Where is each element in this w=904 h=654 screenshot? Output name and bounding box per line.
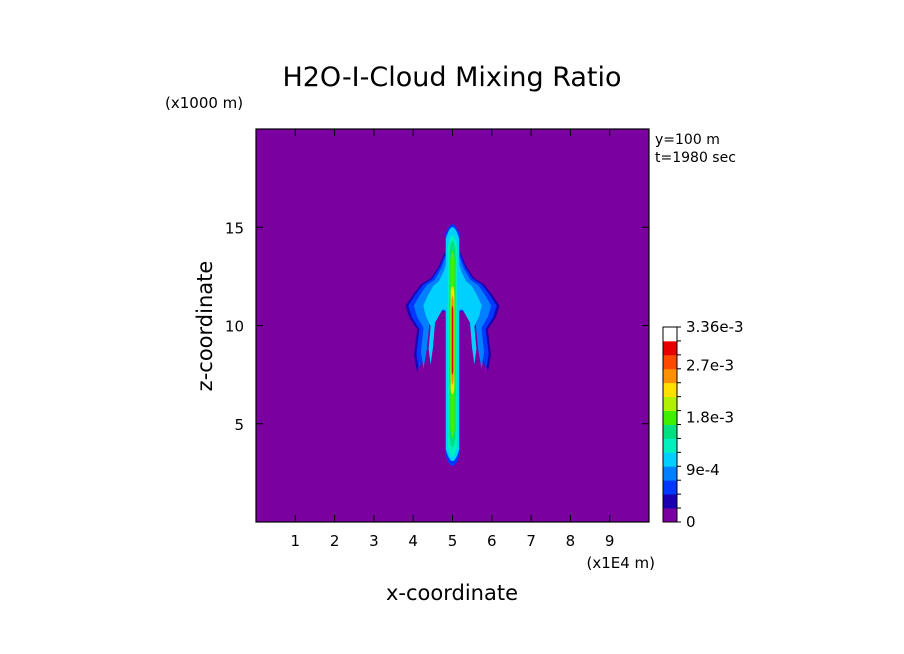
x-tick-label: 3 [369, 532, 379, 550]
chart-title: H2O-I-Cloud Mixing Ratio [282, 62, 621, 93]
colorbar-swatch [663, 494, 677, 509]
colorbar-swatch [663, 396, 677, 411]
x-tick-label: 9 [605, 532, 615, 550]
x-tick-label: 2 [330, 532, 340, 550]
colorbar-label: 0 [686, 513, 696, 531]
colorbar-label: 9e-4 [686, 461, 720, 479]
colorbar-swatch [663, 340, 677, 356]
x-tick-label: 5 [448, 532, 458, 550]
colorbar-swatch [663, 438, 677, 453]
y-tick-label: 10 [225, 318, 244, 336]
y-axis-label: z-coordinate [193, 261, 217, 392]
x-tick-label: 6 [487, 532, 497, 550]
colorbar-swatch [663, 508, 677, 523]
position-annotation: y=100 m [655, 132, 720, 148]
colorbar-swatch [663, 452, 677, 467]
y-tick-label: 5 [234, 416, 244, 434]
colorbar-label: 2.7e-3 [686, 356, 734, 374]
colorbar-swatch [663, 480, 677, 495]
y-axis-ticks: 5 10 15 [225, 219, 649, 434]
x-tick-label: 8 [566, 532, 576, 550]
y-tick-label: 15 [225, 219, 244, 237]
x-tick-label: 7 [526, 532, 536, 550]
colorbar-swatch [663, 382, 677, 398]
colorbar-swatch [663, 410, 677, 425]
time-annotation: t=1980 sec [655, 150, 736, 166]
plume-core-red [451, 305, 454, 375]
x-tick-label: 1 [291, 532, 301, 550]
colorbar-label: 1.8e-3 [686, 409, 734, 427]
y-unit-label: (x1000 m) [165, 94, 243, 112]
x-axis-label: x-coordinate [386, 581, 518, 605]
x-tick-label: 4 [408, 532, 418, 550]
colorbar-label: 3.36e-3 [686, 318, 744, 336]
x-unit-label: (x1E4 m) [586, 554, 655, 572]
cloud-plume [405, 224, 500, 466]
colorbar-swatch [663, 327, 677, 342]
colorbar-swatch [663, 354, 677, 370]
colorbar-swatch [663, 368, 677, 384]
x-axis-ticks: 1 2 3 4 5 6 7 8 9 [291, 129, 615, 550]
annotation-group: y=100 m t=1980 sec [655, 132, 736, 166]
colorbar: 0 9e-4 1.8e-3 2.7e-3 3.36e-3 [662, 318, 744, 531]
colorbar-swatch [663, 466, 677, 481]
colorbar-swatch [663, 424, 677, 439]
